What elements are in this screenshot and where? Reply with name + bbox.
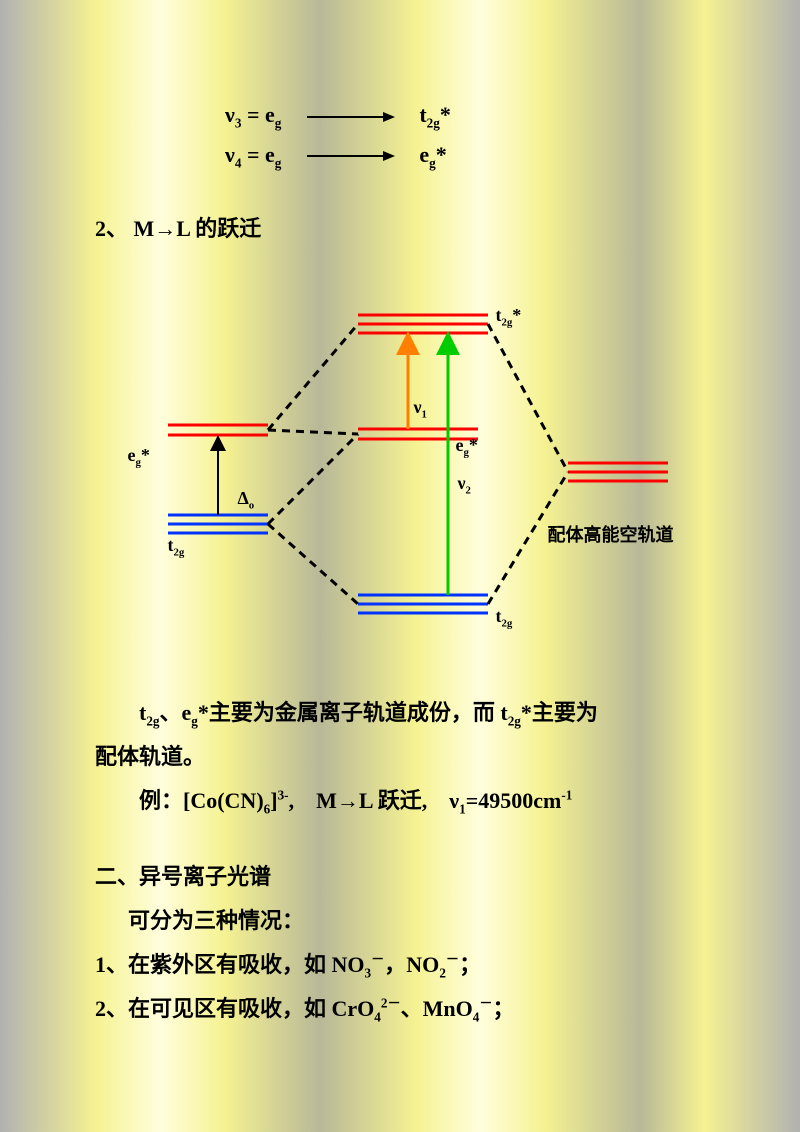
eq2-rhs: eg* [419, 144, 446, 170]
dashed-lines [268, 324, 568, 604]
label-eg-star-mid: eg* [456, 435, 478, 459]
eq2-lhs: ν4 = eg [225, 144, 281, 170]
label-delta-o: Δo [238, 488, 255, 512]
section-2: 二、异号离子光谱 可分为三种情况： 1、在紫外区有吸收，如 NO3－，NO2－；… [95, 855, 720, 1031]
equation-row-1: ν3 = eg t2g* [225, 104, 720, 130]
level-t2g-left [168, 515, 268, 533]
label-t2g-bottom: t2g [496, 606, 513, 630]
label-nu1: ν1 [414, 397, 427, 421]
section-2-intro: 可分为三种情况： [95, 899, 720, 943]
page-content: ν3 = eg t2g* ν4 = eg eg* 2、 M→L 的跃迁 [95, 0, 720, 1132]
energy-diagram: t2g* eg* eg* t2g t2g 配体高能空轨道 Δo ν1 ν2 [128, 273, 688, 653]
label-eg-star-left: eg* [128, 445, 150, 469]
item-1: 1、在紫外区有吸收，如 NO3－，NO2－； [95, 943, 720, 987]
item-2: 2、在可见区有吸收，如 CrO42－、MnO4－； [95, 987, 720, 1031]
label-t2g-star: t2g* [496, 305, 522, 329]
label-t2g-left: t2g [168, 535, 185, 559]
label-nu2: ν2 [458, 473, 471, 497]
section-title: 2、 M→L 的跃迁 [95, 211, 720, 243]
level-t2g-star-top [358, 315, 488, 333]
paragraph-1: t2g、eg*主要为金属离子轨道成份，而 t2g*主要为 配体轨道。 例：[Co… [95, 691, 720, 823]
level-eg-star-left [168, 425, 268, 435]
arrow-right-icon [305, 110, 395, 124]
eq1-lhs: ν3 = eg [225, 104, 281, 130]
level-t2g-bottom [358, 595, 488, 613]
section-2-title: 二、异号离子光谱 [95, 855, 720, 899]
arrow-right-icon [305, 149, 395, 163]
equation-row-2: ν4 = eg eg* [225, 144, 720, 170]
level-ligand-right [568, 463, 668, 481]
label-ligand: 配体高能空轨道 [548, 521, 674, 547]
eq1-rhs: t2g* [419, 104, 451, 130]
diagram-svg [128, 273, 688, 653]
